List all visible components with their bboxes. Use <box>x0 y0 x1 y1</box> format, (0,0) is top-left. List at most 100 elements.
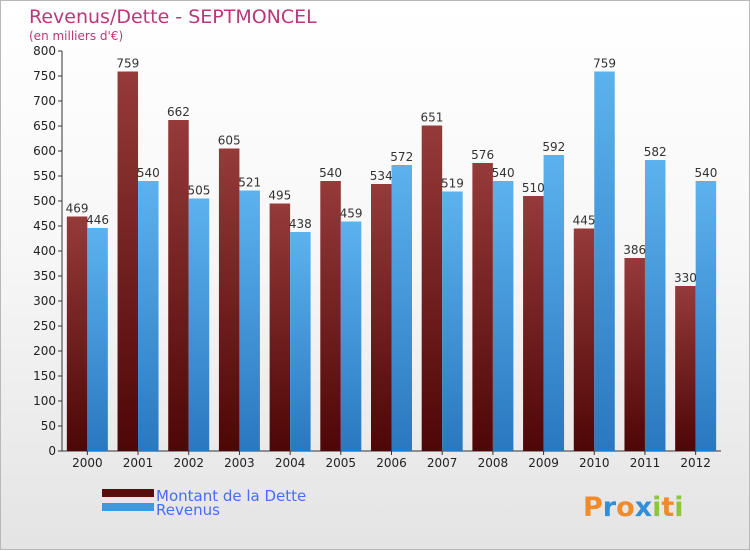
bar-revenus <box>340 221 362 451</box>
data-label: 540 <box>137 166 160 180</box>
bar-debt <box>66 216 88 451</box>
bar-revenus <box>442 191 463 451</box>
y-tick-label: 300 <box>33 294 56 308</box>
bar-revenus <box>644 160 666 451</box>
data-label: 572 <box>390 150 413 164</box>
bar-revenus <box>87 228 108 451</box>
data-label: 540 <box>319 166 342 180</box>
bar-debt <box>472 163 493 451</box>
logo-letter: o <box>616 492 635 523</box>
logo-letter: i <box>652 492 661 523</box>
x-tick-label: 2002 <box>173 456 204 470</box>
x-tick-label: 2006 <box>376 456 407 470</box>
y-tick-label: 550 <box>33 169 56 183</box>
data-label: 459 <box>340 207 363 221</box>
y-tick-label: 500 <box>33 194 56 208</box>
data-label: 521 <box>238 176 261 190</box>
data-label: 582 <box>644 145 667 159</box>
bar-revenus <box>138 181 159 451</box>
data-label: 605 <box>218 134 241 148</box>
bar-revenus <box>543 155 565 451</box>
y-tick-label: 600 <box>33 144 56 158</box>
logo-letter: P <box>583 492 603 523</box>
bar-debt <box>624 258 645 451</box>
x-tick-label: 2007 <box>427 456 458 470</box>
legend-label-revenus: Revenus <box>156 501 220 519</box>
bar-debt <box>421 125 443 451</box>
x-tick-label: 2008 <box>478 456 509 470</box>
chart-title: Revenus/Dette - SEPTMONCEL <box>29 6 317 28</box>
bar-revenus <box>239 190 260 451</box>
legend-swatch-revenus <box>102 503 154 511</box>
y-tick-label: 250 <box>33 319 56 333</box>
y-tick-label: 650 <box>33 119 56 133</box>
bar-debt <box>269 203 291 451</box>
data-label: 495 <box>268 189 291 203</box>
bar-revenus <box>594 71 615 451</box>
logo-letter: x <box>635 492 652 523</box>
bar-debt <box>523 196 544 451</box>
x-tick-label: 2001 <box>123 456 154 470</box>
data-label: 540 <box>492 166 515 180</box>
y-tick-label: 750 <box>33 69 56 83</box>
x-tick-label: 2012 <box>680 456 711 470</box>
data-label: 469 <box>66 202 89 216</box>
x-tick-label: 2005 <box>326 456 357 470</box>
data-label: 446 <box>86 213 109 227</box>
x-tick-label: 2000 <box>72 456 103 470</box>
data-label: 540 <box>694 166 717 180</box>
x-tick-label: 2011 <box>630 456 661 470</box>
bar-debt <box>168 120 189 451</box>
y-tick-label: 0 <box>48 444 56 458</box>
y-tick-label: 450 <box>33 219 56 233</box>
data-label: 759 <box>593 57 616 71</box>
data-label: 510 <box>522 181 545 195</box>
data-label: 445 <box>573 214 596 228</box>
bar-debt <box>371 184 392 451</box>
bar-revenus <box>391 165 412 451</box>
x-tick-label: 2010 <box>579 456 610 470</box>
data-label: 386 <box>623 243 646 257</box>
axes: 0 50 100 150 200 250 300 350 400 450 500 550 600 650 7… <box>33 44 721 470</box>
data-label: 662 <box>167 105 190 119</box>
logo-letter: t <box>661 492 674 523</box>
bar-debt <box>573 228 595 451</box>
data-label: 519 <box>441 177 464 191</box>
bar-debt <box>675 286 696 451</box>
data-label: 330 <box>674 271 697 285</box>
y-tick-label: 200 <box>33 344 56 358</box>
x-tick-label: 2009 <box>528 456 559 470</box>
data-label: 651 <box>420 111 443 125</box>
y-tick-label: 350 <box>33 269 56 283</box>
legend: Montant de la Dette Revenus <box>102 487 306 519</box>
data-label: 592 <box>542 140 565 154</box>
x-tick-label: 2004 <box>275 456 306 470</box>
x-tick-label: 2003 <box>224 456 255 470</box>
bar-debt <box>117 71 139 451</box>
legend-swatch-debt <box>102 489 154 497</box>
data-label: 505 <box>188 184 211 198</box>
data-label: 534 <box>370 169 393 183</box>
legend-label-debt: Montant de la Dette <box>156 487 306 505</box>
chart-subtitle: (en milliers d'€) <box>29 29 123 43</box>
data-label: 438 <box>289 217 312 231</box>
logo-letter: r <box>603 492 617 523</box>
bar-revenus <box>492 181 514 451</box>
y-tick-label: 700 <box>33 94 56 108</box>
y-tick-label: 400 <box>33 244 56 258</box>
bar-revenus <box>695 181 717 451</box>
y-tick-label: 50 <box>41 419 56 433</box>
bars <box>66 71 717 451</box>
bar-debt <box>320 181 341 451</box>
bar-debt <box>218 148 240 451</box>
y-tick-label: 100 <box>33 394 56 408</box>
bar-revenus <box>290 232 311 451</box>
data-label: 576 <box>471 148 494 162</box>
logo-letter: i <box>674 492 683 523</box>
data-label: 759 <box>116 57 139 71</box>
proxiti-logo: Proxiti <box>583 492 684 523</box>
y-tick-label: 150 <box>33 369 56 383</box>
bar-revenus <box>188 198 210 451</box>
